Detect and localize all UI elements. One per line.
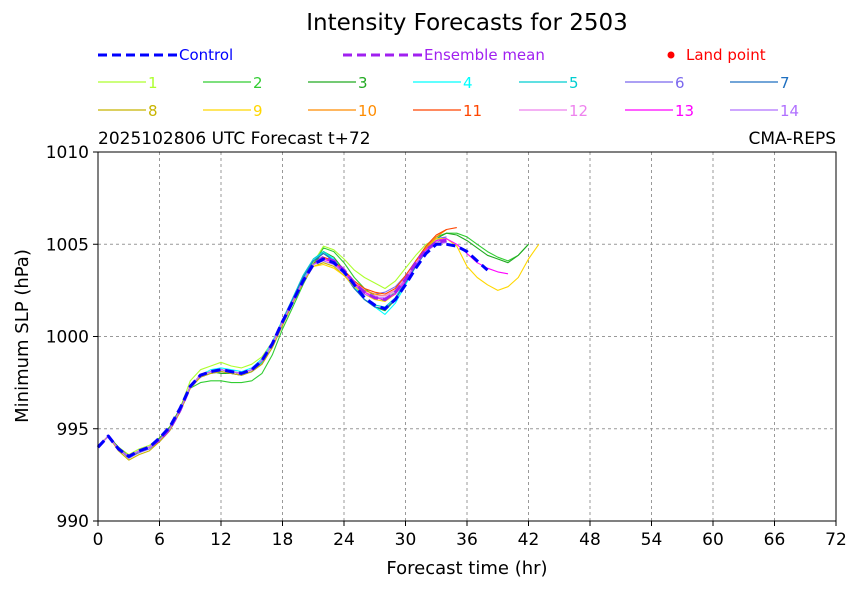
- legend-label: 10: [358, 102, 377, 120]
- legend-label: 1: [148, 74, 158, 92]
- x-tick-label: 36: [456, 530, 478, 550]
- x-tick-label: 48: [579, 530, 601, 550]
- legend-label: 12: [569, 102, 588, 120]
- y-axis-label: Minimum SLP (hPa): [12, 249, 33, 423]
- x-axis-label: Forecast time (hr): [386, 558, 547, 579]
- x-axis-ticks: 0 6 12 18 24 30 36 42 48 54 60 66 72: [93, 521, 847, 550]
- x-tick-label: 24: [333, 530, 355, 550]
- legend-label: 14: [780, 102, 799, 120]
- x-tick-label: 54: [641, 530, 663, 550]
- x-tick-label: 0: [93, 530, 104, 550]
- series-line-control: [96, 242, 489, 458]
- y-axis-ticks: 990 995 1000 1005 1010: [46, 143, 98, 532]
- series-line-14: [97, 241, 447, 457]
- legend-label: 3: [358, 74, 368, 92]
- y-tick-label: 995: [57, 420, 89, 440]
- model-name: CMA-REPS: [748, 129, 836, 149]
- legend-label: 7: [780, 74, 790, 92]
- x-tick-label: 60: [702, 530, 724, 550]
- legend-label: Control: [179, 46, 233, 64]
- legend-label: 13: [675, 102, 694, 120]
- series-line-9: [97, 238, 540, 457]
- x-tick-label: 18: [272, 530, 294, 550]
- x-tick-label: 12: [210, 530, 232, 550]
- legend-marker-land-point: [667, 51, 675, 59]
- y-tick-label: 990: [57, 512, 89, 532]
- chart-title: Intensity Forecasts for 2503: [306, 10, 628, 36]
- legend-label: 4: [463, 74, 473, 92]
- x-tick-label: 72: [825, 530, 847, 550]
- legend-label: 5: [569, 74, 579, 92]
- x-tick-label: 30: [395, 530, 417, 550]
- legend-label: 9: [253, 102, 263, 120]
- legend-label: 11: [463, 102, 482, 120]
- plot-series: [96, 227, 540, 461]
- grid: [98, 152, 836, 521]
- x-tick-label: 6: [154, 530, 165, 550]
- legend-label: 6: [675, 74, 685, 92]
- forecast-subtitle: 2025102806 UTC Forecast t+72: [98, 129, 371, 149]
- x-tick-label: 66: [764, 530, 786, 550]
- series-line-8: [97, 240, 447, 461]
- y-tick-label: 1010: [46, 143, 89, 163]
- y-tick-label: 1005: [46, 235, 89, 255]
- legend-label: 8: [148, 102, 158, 120]
- legend-label: 2: [253, 74, 263, 92]
- y-tick-label: 1000: [46, 328, 89, 348]
- legend-label: Land point: [686, 46, 766, 64]
- x-tick-label: 42: [518, 530, 540, 550]
- legend-label: Ensemble mean: [424, 46, 545, 64]
